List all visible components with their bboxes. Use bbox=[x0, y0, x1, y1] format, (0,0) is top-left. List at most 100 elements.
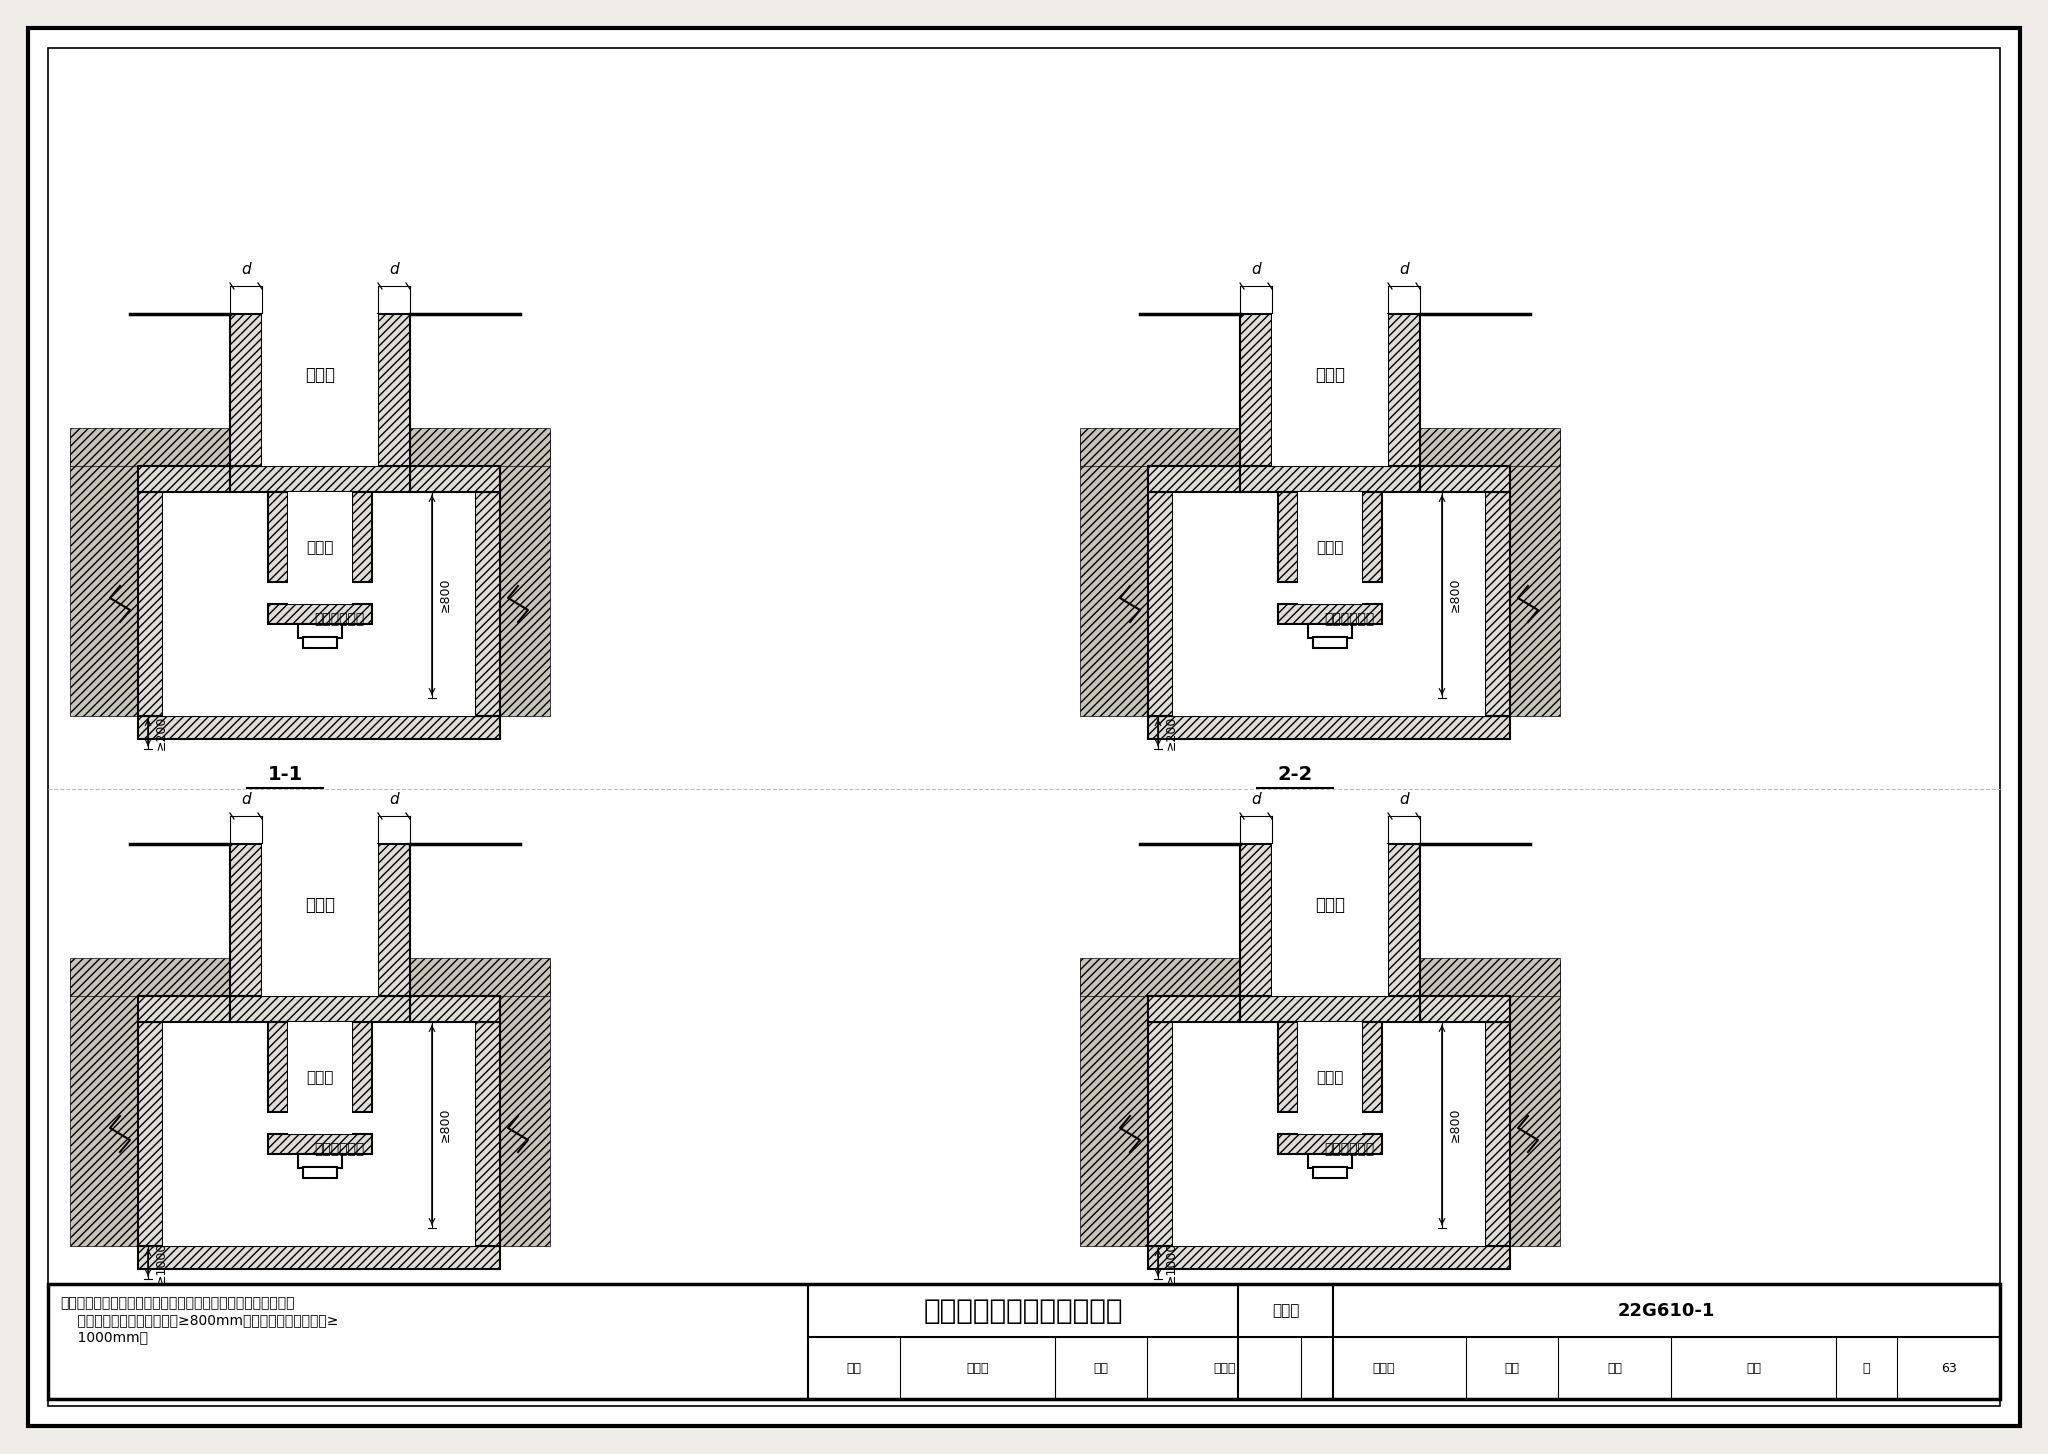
Bar bbox=[70, 961, 139, 1246]
Bar bbox=[1309, 624, 1352, 638]
Text: 注：为方便后期对电梯基坑以下的支座进行检修和维护，相应位: 注：为方便后期对电梯基坑以下的支座进行检修和维护，相应位 bbox=[59, 1296, 295, 1310]
Text: 63: 63 bbox=[1942, 1361, 1956, 1374]
Text: 检修坑: 检修坑 bbox=[1317, 1070, 1343, 1086]
Bar bbox=[1278, 1022, 1298, 1112]
Bar bbox=[164, 1022, 475, 1246]
Bar bbox=[299, 1154, 342, 1168]
Bar bbox=[262, 843, 379, 996]
Text: 电梯井: 电梯井 bbox=[305, 366, 336, 384]
Bar bbox=[70, 427, 236, 465]
Bar bbox=[1239, 843, 1272, 996]
Text: d: d bbox=[1399, 262, 1409, 278]
Text: d: d bbox=[389, 792, 399, 807]
Bar bbox=[1419, 465, 1509, 491]
Bar bbox=[1313, 637, 1348, 648]
Bar bbox=[229, 843, 262, 996]
Bar bbox=[1174, 1022, 1485, 1246]
Text: 电梯井隔离坑: 电梯井隔离坑 bbox=[1323, 612, 1374, 627]
Bar bbox=[1298, 491, 1362, 603]
Bar bbox=[1149, 996, 1239, 1022]
Bar bbox=[1389, 843, 1419, 996]
Text: ≥800: ≥800 bbox=[1450, 577, 1462, 612]
Text: 电梯井: 电梯井 bbox=[1315, 896, 1346, 915]
Bar bbox=[299, 624, 342, 638]
Text: 1-1: 1-1 bbox=[268, 765, 303, 784]
Text: 电梯井: 电梯井 bbox=[1315, 366, 1346, 384]
Bar bbox=[137, 996, 229, 1022]
Text: 设计: 设计 bbox=[1505, 1361, 1520, 1374]
Bar bbox=[475, 491, 500, 715]
Bar bbox=[1309, 1154, 1352, 1168]
Text: 1000mm。: 1000mm。 bbox=[59, 1330, 147, 1343]
Bar bbox=[289, 1022, 352, 1134]
Bar bbox=[1419, 996, 1509, 1022]
Text: 电梯井隔离坑: 电梯井隔离坑 bbox=[313, 612, 365, 627]
Bar bbox=[352, 491, 373, 582]
Bar bbox=[1239, 996, 1419, 1022]
Bar bbox=[1149, 465, 1239, 491]
Bar bbox=[229, 314, 262, 465]
Text: 雷运德: 雷运德 bbox=[1212, 1361, 1235, 1374]
Bar bbox=[47, 1284, 2001, 1399]
Bar bbox=[164, 491, 475, 715]
Bar bbox=[1149, 1022, 1174, 1246]
Bar bbox=[268, 491, 289, 582]
Bar bbox=[262, 314, 379, 465]
Bar bbox=[500, 961, 551, 1246]
Text: 电梯井: 电梯井 bbox=[305, 896, 336, 915]
Bar bbox=[268, 603, 373, 624]
Text: 富道法: 富道法 bbox=[1372, 1361, 1395, 1374]
Text: 图集号: 图集号 bbox=[1272, 1303, 1298, 1317]
Bar bbox=[1362, 491, 1382, 582]
Text: ≥200: ≥200 bbox=[1165, 715, 1178, 750]
Bar bbox=[1149, 1246, 1509, 1269]
Bar bbox=[1149, 491, 1174, 715]
Bar bbox=[268, 1022, 289, 1112]
Bar bbox=[1174, 491, 1485, 715]
Bar bbox=[500, 430, 551, 715]
Text: 3-3: 3-3 bbox=[268, 1294, 303, 1313]
Text: 页: 页 bbox=[1864, 1361, 1870, 1374]
Bar bbox=[352, 1022, 373, 1112]
Bar bbox=[137, 1246, 500, 1269]
Text: d: d bbox=[389, 262, 399, 278]
Bar bbox=[229, 465, 410, 491]
Bar bbox=[1509, 430, 1561, 715]
Text: 粟佶: 粟佶 bbox=[1608, 1361, 1622, 1374]
Bar bbox=[475, 1022, 500, 1246]
Bar bbox=[70, 958, 236, 996]
Bar bbox=[289, 491, 352, 603]
Bar bbox=[1313, 1168, 1348, 1178]
Text: 检修坑: 检修坑 bbox=[307, 1070, 334, 1086]
Bar bbox=[303, 1168, 338, 1178]
Bar bbox=[303, 637, 338, 648]
Bar bbox=[1079, 961, 1149, 1246]
Bar bbox=[137, 491, 164, 715]
Text: 悬挂式电梯井（无地下室）: 悬挂式电梯井（无地下室） bbox=[924, 1297, 1122, 1325]
Bar bbox=[1079, 958, 1245, 996]
Bar bbox=[1272, 843, 1389, 996]
Text: ≥800: ≥800 bbox=[438, 1108, 453, 1143]
Text: d: d bbox=[1251, 792, 1262, 807]
Bar bbox=[1239, 314, 1272, 465]
Bar bbox=[1509, 961, 1561, 1246]
Text: 电梯井隔离坑: 电梯井隔离坑 bbox=[1323, 1141, 1374, 1156]
Bar bbox=[1278, 491, 1298, 582]
Bar bbox=[137, 1022, 164, 1246]
Text: ≥200: ≥200 bbox=[156, 715, 168, 750]
Bar bbox=[1415, 427, 1561, 465]
Bar bbox=[1079, 430, 1149, 715]
Text: ≥800: ≥800 bbox=[438, 577, 453, 612]
Bar bbox=[1485, 1022, 1509, 1246]
Bar bbox=[1149, 715, 1509, 739]
Text: 审核: 审核 bbox=[846, 1361, 862, 1374]
Bar bbox=[1415, 958, 1561, 996]
Bar bbox=[1362, 1022, 1382, 1112]
Bar bbox=[1239, 465, 1419, 491]
Text: 22G610-1: 22G610-1 bbox=[1618, 1301, 1714, 1319]
Text: 检修坑: 检修坑 bbox=[1317, 541, 1343, 555]
Text: d: d bbox=[1251, 262, 1262, 278]
Bar bbox=[406, 958, 551, 996]
Bar bbox=[268, 1134, 373, 1154]
Bar bbox=[1272, 314, 1389, 465]
